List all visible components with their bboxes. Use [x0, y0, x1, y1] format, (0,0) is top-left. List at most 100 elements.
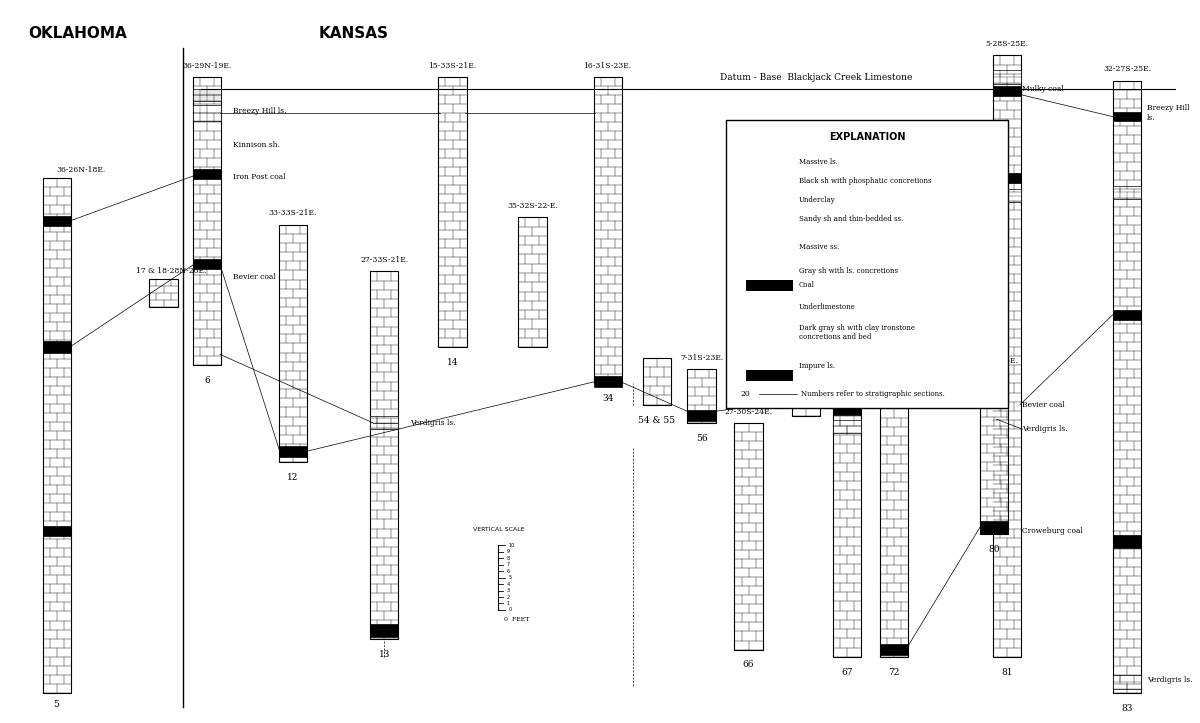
Text: Underclay: Underclay	[799, 196, 836, 204]
Text: 7: 7	[506, 562, 510, 567]
Text: Black sh with phosphatic concretions: Black sh with phosphatic concretions	[799, 177, 931, 185]
Bar	[992, 86, 1021, 96]
Bar	[42, 178, 71, 693]
Bar	[734, 423, 763, 649]
Bar	[992, 173, 1021, 183]
Bar	[594, 77, 622, 383]
Text: Croweburg coal: Croweburg coal	[1022, 527, 1084, 535]
Text: 0  FEET: 0 FEET	[504, 617, 529, 623]
Bar	[438, 77, 467, 347]
Text: 83: 83	[1121, 703, 1133, 713]
Text: Breezy Hill ls.: Breezy Hill ls.	[233, 107, 287, 115]
Text: 17 & 18-28N-20E.: 17 & 18-28N-20E.	[137, 267, 206, 275]
Bar	[1112, 186, 1141, 199]
Bar	[150, 278, 178, 307]
Text: Datum - Base  Blackjack Creek Limestone: Datum - Base Blackjack Creek Limestone	[720, 73, 913, 82]
Bar	[880, 408, 908, 656]
Bar	[833, 380, 862, 656]
Text: 16-31S-23E.: 16-31S-23E.	[583, 61, 631, 70]
Text: 36-26N-18E.: 36-26N-18E.	[56, 166, 106, 174]
Bar	[42, 341, 71, 353]
Bar	[880, 408, 908, 656]
Text: Impure ls.: Impure ls.	[799, 362, 835, 370]
Bar	[438, 77, 467, 347]
Text: Verdigris ls.: Verdigris ls.	[410, 419, 456, 427]
Text: 33-33S-21E.: 33-33S-21E.	[269, 210, 317, 218]
Text: Numbers refer to stratigraphic sections.: Numbers refer to stratigraphic sections.	[802, 390, 946, 398]
Bar	[193, 260, 221, 269]
Text: 15-33S-21E.: 15-33S-21E.	[428, 61, 476, 70]
Bar	[688, 369, 715, 423]
Text: 35-32S-22-E.: 35-32S-22-E.	[508, 202, 558, 210]
Text: Mulky coal: Mulky coal	[1022, 85, 1064, 93]
Text: Gray sh with ls. concretions: Gray sh with ls. concretions	[799, 267, 898, 275]
Text: 54 & 55: 54 & 55	[638, 416, 676, 424]
Bar	[980, 521, 1008, 534]
Text: 5: 5	[509, 575, 512, 580]
Bar	[193, 105, 221, 121]
Bar	[371, 416, 398, 429]
Text: 67: 67	[841, 667, 853, 677]
Bar	[688, 411, 715, 421]
Bar	[833, 402, 862, 415]
Bar	[594, 77, 622, 383]
Text: Massive ls.: Massive ls.	[799, 158, 838, 166]
Text: Iron Post coal: Iron Post coal	[233, 173, 286, 181]
Bar	[643, 358, 671, 405]
Bar	[371, 271, 398, 639]
Bar	[193, 77, 221, 365]
Text: 81: 81	[1001, 667, 1013, 677]
Text: Bevier coal: Bevier coal	[1022, 401, 1066, 408]
Bar	[833, 420, 862, 433]
Text: 34: 34	[602, 394, 613, 403]
Bar	[1112, 80, 1141, 693]
Text: 10: 10	[509, 543, 515, 547]
Text: 36-29N-19E.: 36-29N-19E.	[182, 61, 232, 70]
Bar	[1112, 112, 1141, 121]
Bar	[980, 372, 1008, 534]
Bar	[1112, 80, 1141, 693]
Text: 13: 13	[379, 649, 390, 659]
Text: 56: 56	[696, 434, 708, 442]
Text: Sandy sh and thin-bedded ss.: Sandy sh and thin-bedded ss.	[799, 215, 904, 223]
Bar	[746, 280, 793, 291]
Text: Coal: Coal	[799, 281, 815, 289]
Text: OKLAHOMA: OKLAHOMA	[29, 26, 127, 41]
Text: Verdigris ls.: Verdigris ls.	[1022, 425, 1068, 433]
Text: Bevier coal: Bevier coal	[233, 273, 276, 281]
Text: 66: 66	[743, 660, 755, 669]
Text: 5: 5	[54, 700, 60, 709]
Bar	[980, 372, 1008, 534]
Bar	[992, 56, 1021, 656]
Bar	[42, 178, 71, 693]
Bar	[150, 278, 178, 307]
Bar	[792, 296, 821, 416]
Text: KANSAS: KANSAS	[319, 26, 389, 41]
Bar	[726, 120, 1008, 408]
Text: 1: 1	[506, 601, 510, 606]
Bar	[1112, 309, 1141, 320]
Text: 24-28S-25E.: 24-28S-25E.	[970, 357, 1018, 365]
Text: Underlimestone: Underlimestone	[799, 303, 856, 311]
Bar	[746, 369, 793, 381]
Text: 27-30S-24E.: 27-30S-24E.	[725, 408, 773, 416]
Bar	[992, 70, 1021, 84]
Bar	[42, 216, 71, 226]
Text: Kinnison sh.: Kinnison sh.	[233, 142, 280, 150]
Bar	[992, 189, 1021, 202]
Bar	[193, 169, 221, 179]
Bar	[371, 271, 398, 639]
Text: 2: 2	[506, 594, 510, 599]
Text: 10-30S-24E.: 10-30S-24E.	[782, 281, 830, 289]
Text: Dark gray sh with clay ironstone
concretions and bed: Dark gray sh with clay ironstone concret…	[799, 324, 916, 341]
Bar	[594, 376, 622, 388]
Text: 14: 14	[446, 358, 458, 367]
Bar	[880, 643, 908, 655]
Bar	[371, 624, 398, 637]
Text: 7-31S-23E.: 7-31S-23E.	[680, 354, 724, 362]
Text: 20: 20	[740, 390, 750, 398]
Bar	[643, 358, 671, 405]
Bar	[193, 77, 221, 365]
Bar	[1112, 675, 1141, 689]
Text: 32-27S-25E.: 32-27S-25E.	[1103, 65, 1151, 74]
